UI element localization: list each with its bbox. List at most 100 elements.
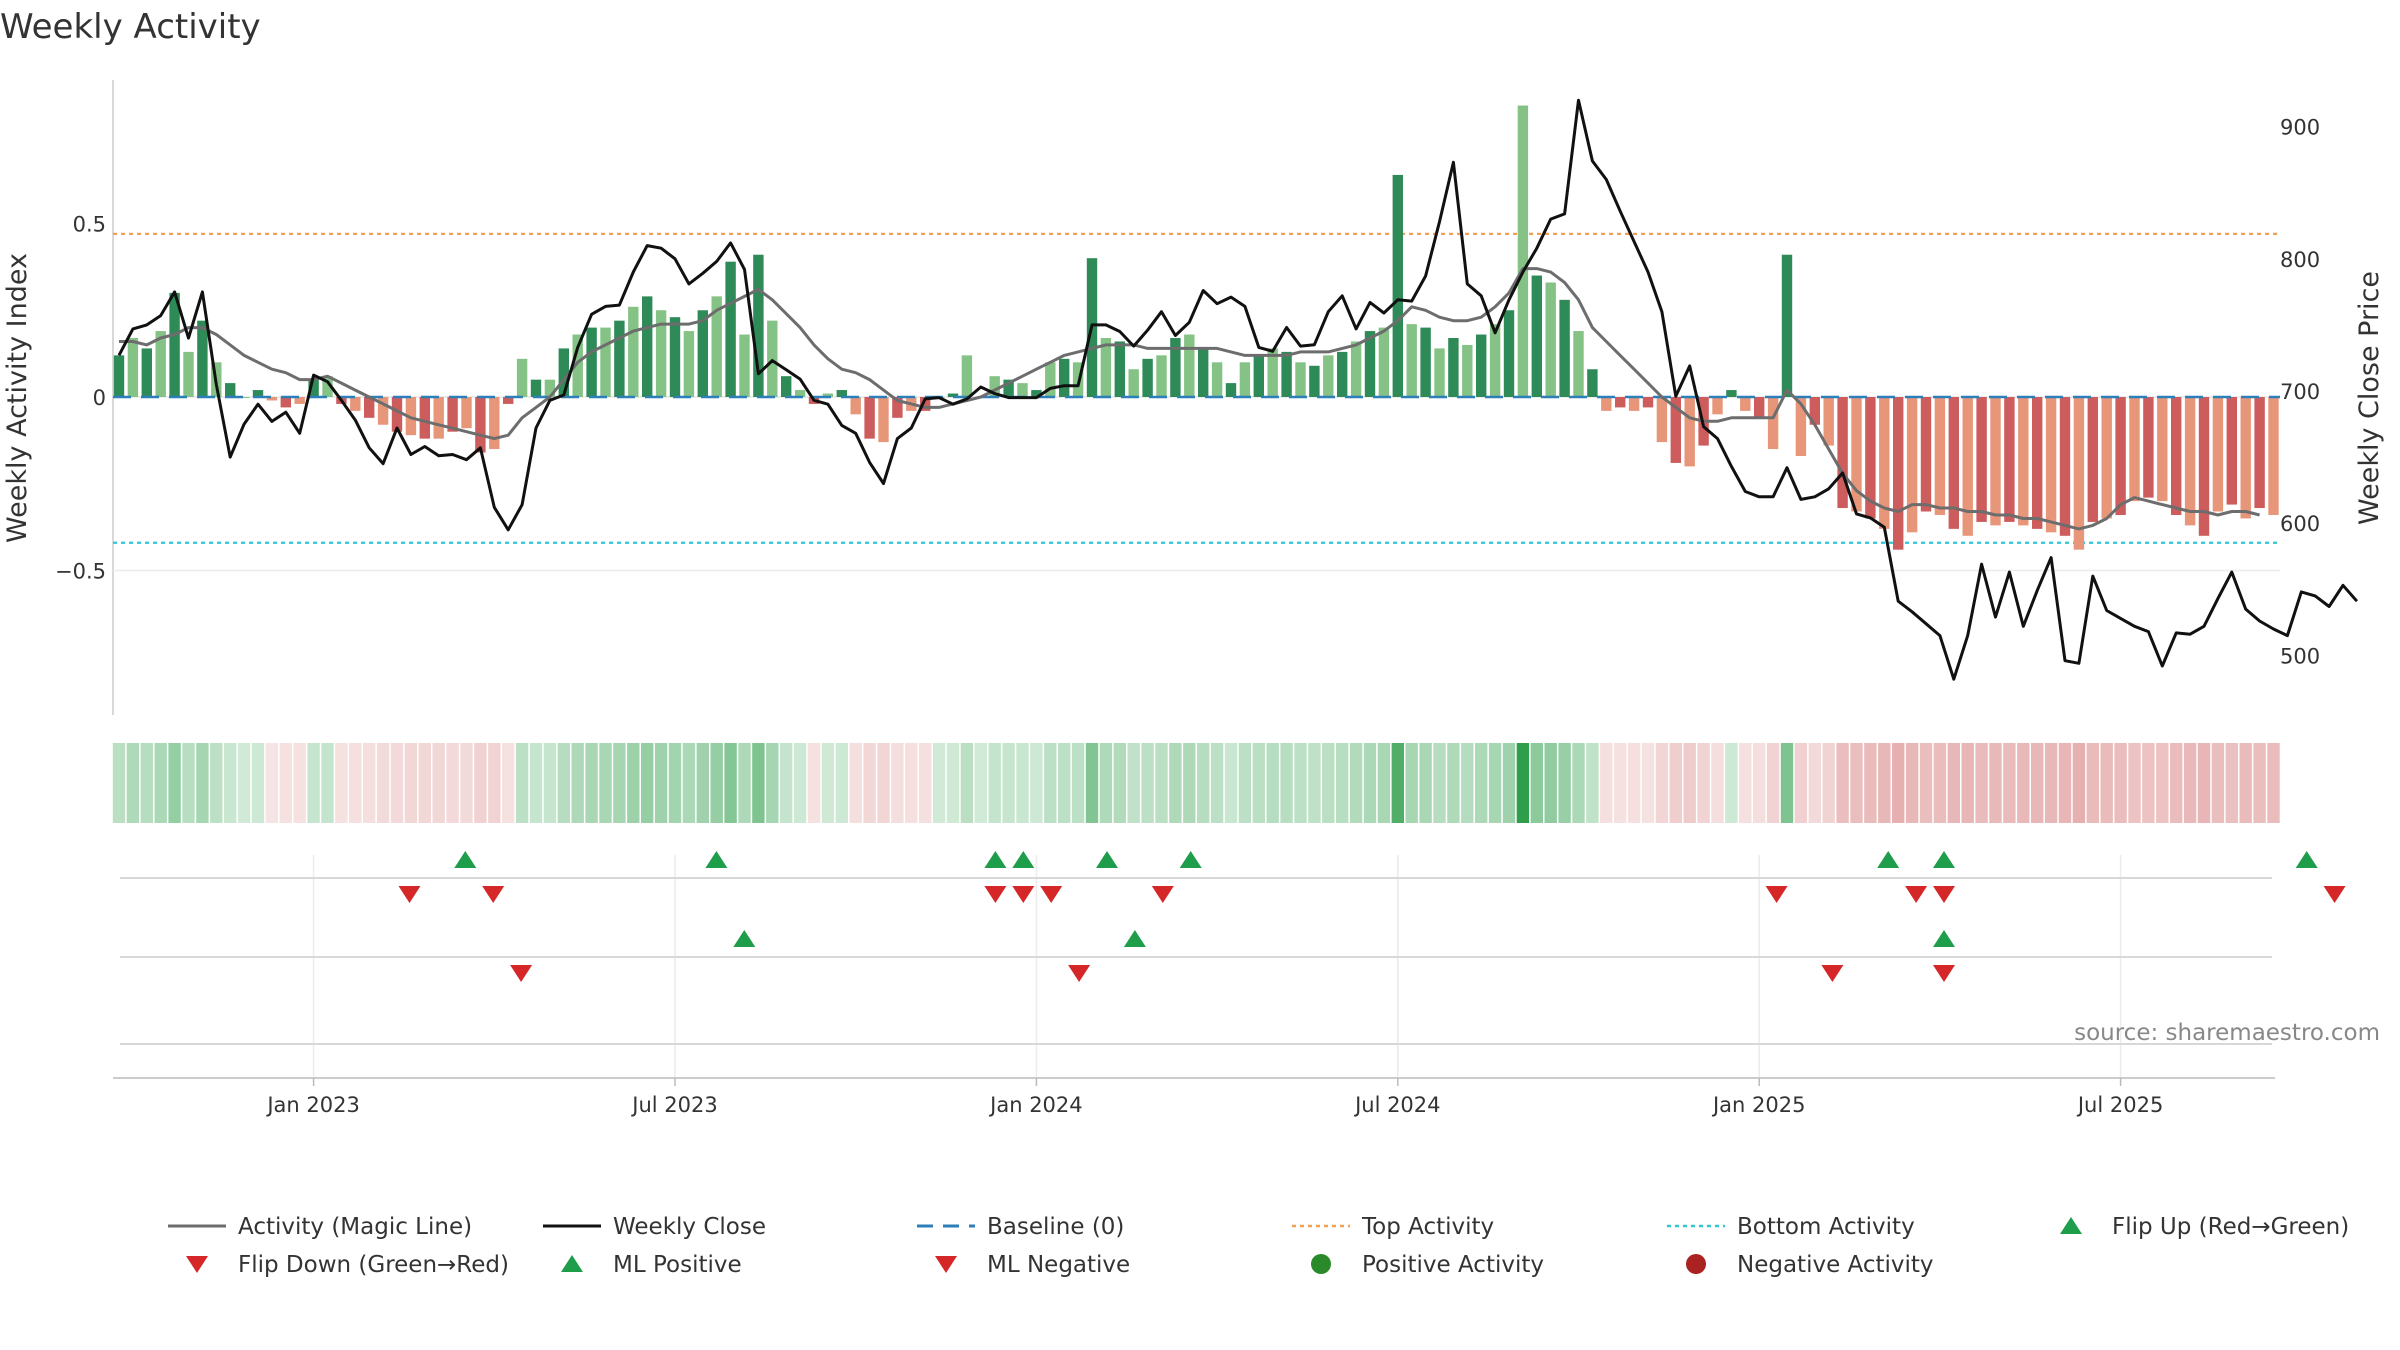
right-tick-label: 500 (2280, 644, 2320, 668)
activity-bar (989, 376, 1000, 397)
heat-cell (1780, 743, 1794, 823)
x-tick-label: Jan 2024 (988, 1093, 1083, 1117)
heat-cell (1669, 743, 1682, 823)
flip-up-marker (1877, 851, 1900, 868)
heat-cell (1864, 743, 1877, 823)
chart-title: Weekly Activity (0, 7, 261, 47)
activity-bar (2212, 397, 2224, 512)
activity-bar (1128, 369, 1139, 397)
activity-bar (1781, 254, 1793, 397)
heat-cell (1989, 743, 2002, 823)
heat-cell (1071, 743, 1085, 823)
heat-cell (1322, 743, 1335, 823)
ml-negative-marker (1821, 965, 1844, 982)
legend-label: Flip Up (Red→Green) (2112, 1214, 2349, 1240)
activity-bar (739, 334, 750, 397)
legend-triangle-down-icon (186, 1256, 208, 1273)
heat-cell (168, 743, 181, 823)
heat-cell (682, 743, 696, 823)
activity-bar (1100, 338, 1112, 397)
activity-bar (1476, 334, 1487, 397)
heat-cell (1850, 743, 1863, 823)
heat-cell (1655, 743, 1669, 823)
activity-bar (822, 393, 834, 397)
flip-down-marker (482, 886, 505, 903)
heat-cell (1058, 743, 1071, 823)
flip-up-marker (454, 851, 477, 868)
activity-bar (1337, 351, 1348, 397)
heat-cell (946, 743, 960, 823)
activity-bar (1684, 397, 1695, 467)
activity-bar (1392, 174, 1403, 397)
activity-bar (1364, 331, 1376, 397)
heat-cell (1739, 743, 1752, 823)
heat-cell (780, 743, 793, 823)
activity-bar (767, 320, 778, 397)
heat-cell (1280, 743, 1293, 823)
activity-bar (1740, 397, 1751, 411)
heat-cell (1975, 743, 1988, 823)
activity-bar (238, 397, 250, 398)
heat-cell (1419, 743, 1432, 823)
right-tick-label: 600 (2280, 512, 2320, 536)
activity-bar (308, 379, 319, 397)
activity-bar (2115, 397, 2126, 515)
activity-bar (683, 331, 695, 397)
activity-bar (947, 393, 959, 397)
right-axis-ticks: 900 800 700 600 500 (2280, 116, 2320, 669)
heat-cell (307, 743, 320, 823)
activity-bar (2268, 397, 2279, 515)
ml-positive-marker (1123, 930, 1146, 947)
heat-cell (335, 743, 348, 823)
flip-up-marker (2295, 851, 2318, 868)
activity-bar (1434, 348, 1445, 397)
activity-bar (1934, 397, 1946, 515)
heat-cell (1892, 743, 1905, 823)
legend-circle-icon (1311, 1254, 1331, 1274)
legend-label: Positive Activity (1362, 1252, 1544, 1278)
activity-bar (1239, 362, 1251, 397)
right-tick-label: 900 (2280, 116, 2320, 140)
activity-bar (1406, 324, 1417, 397)
activity-bar (1003, 379, 1014, 397)
heat-cell (293, 743, 306, 823)
activity-bar (1948, 397, 1959, 529)
legend: Activity (Magic Line) Weekly Close Baselin… (168, 1214, 2349, 1278)
heat-cell (724, 743, 737, 823)
legend-label: Flip Down (Green→Red) (238, 1252, 509, 1278)
heat-cell (599, 743, 612, 823)
activity-bar (1976, 397, 1987, 522)
activity-bar (1837, 397, 1848, 509)
activity-bar (1114, 341, 1125, 397)
heat-cell (1155, 743, 1168, 823)
activity-bar (614, 320, 625, 397)
heat-cell (1266, 743, 1279, 823)
activity-bar (1670, 397, 1681, 463)
legend-item: ML Positive (561, 1252, 742, 1278)
heat-cell (738, 743, 751, 823)
heat-cell (1600, 743, 1613, 823)
heat-cell (418, 743, 431, 823)
heat-cell (2086, 743, 2099, 823)
activity-bar (1795, 397, 1807, 456)
left-axis-ticks: 0.5 0 −0.5 (55, 213, 106, 584)
heat-cell (821, 743, 835, 823)
heat-cell (210, 743, 223, 823)
activity-bar (628, 306, 639, 397)
activity-bar (1489, 324, 1501, 397)
heat-cell (432, 743, 445, 823)
x-tick-label: Jul 2025 (2076, 1093, 2163, 1117)
heat-cell (849, 743, 862, 823)
activity-bar (572, 334, 583, 397)
heat-cell (2072, 743, 2086, 823)
heat-cell (891, 743, 904, 823)
heat-cell (1530, 743, 1543, 823)
flip-up-marker (1012, 851, 1035, 868)
heat-cell (1933, 743, 1947, 823)
heat-cell (196, 743, 209, 823)
activity-bar (961, 355, 973, 397)
heat-cell (515, 743, 529, 823)
activity-bar (1726, 390, 1737, 397)
legend-item: Top Activity (1292, 1214, 1494, 1240)
ml-negative-marker (1933, 965, 1955, 982)
